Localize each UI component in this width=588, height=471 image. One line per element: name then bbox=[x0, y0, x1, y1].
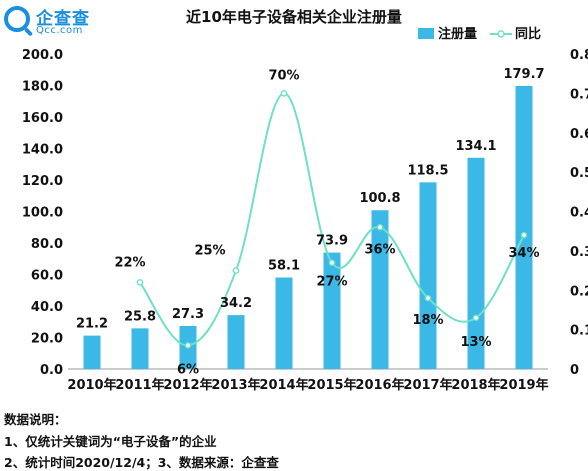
x-tick-label: 2011年 bbox=[115, 377, 164, 393]
bar bbox=[131, 328, 149, 369]
bar-value-label: 118.5 bbox=[407, 163, 448, 178]
bar-value-label: 100.8 bbox=[359, 191, 400, 206]
yoy-value-label: 34% bbox=[508, 246, 539, 261]
yoy-point bbox=[520, 231, 528, 239]
bar-value-label: 25.8 bbox=[124, 309, 156, 324]
yoy-value-label: 6% bbox=[177, 362, 199, 377]
bar-value-label: 58.1 bbox=[268, 258, 300, 273]
bar-value-label: 179.7 bbox=[503, 67, 544, 82]
bar bbox=[227, 315, 245, 369]
notes-line-1: 1、仅统计关键词为“电子设备”的企业 bbox=[4, 434, 217, 449]
y-left-tick-label: 120.0 bbox=[22, 174, 63, 189]
y-right-tick-label: 0.4 bbox=[570, 206, 588, 221]
bar-value-label: 34.2 bbox=[220, 296, 252, 311]
bar bbox=[515, 85, 533, 369]
yoy-value-label: 36% bbox=[364, 242, 395, 257]
notes-heading: 数据说明： bbox=[4, 412, 67, 427]
yoy-point bbox=[472, 314, 480, 322]
brand-logo: 企查查 Qcc.com bbox=[4, 4, 114, 38]
bar bbox=[419, 182, 437, 369]
yoy-value-label: 25% bbox=[194, 244, 225, 259]
yoy-point bbox=[424, 294, 432, 302]
chart-title: 近10年电子设备相关企业注册量 bbox=[186, 8, 402, 26]
yoy-value-label: 70% bbox=[268, 68, 299, 83]
bar-value-label: 27.3 bbox=[172, 307, 204, 322]
notes-line-2: 2、统计时间2020/12/4；3、数据来源：企查查 bbox=[4, 455, 279, 470]
y-left-tick-label: 40.0 bbox=[31, 300, 63, 315]
bar bbox=[323, 252, 341, 369]
bar-value-label: 134.1 bbox=[455, 139, 496, 154]
yoy-point bbox=[232, 267, 240, 274]
bar-value-label: 21.2 bbox=[76, 317, 108, 332]
legend-swatch-bar bbox=[418, 28, 434, 39]
y-left-tick-label: 200.0 bbox=[22, 48, 63, 63]
yoy-value-label: 22% bbox=[114, 255, 145, 270]
y-right-tick-label: 0.8 bbox=[570, 48, 588, 63]
y-right-tick-label: 0.6 bbox=[570, 127, 588, 142]
y-right-tick-label: 0.3 bbox=[570, 245, 588, 260]
x-tick-label: 2012年 bbox=[163, 377, 212, 393]
legend-label-bar: 注册量 bbox=[438, 26, 477, 42]
y-left-tick-label: 80.0 bbox=[31, 237, 63, 252]
y-right-tick-label: 0.1 bbox=[570, 324, 588, 339]
yoy-point bbox=[184, 342, 192, 349]
yoy-value-label: 18% bbox=[412, 313, 443, 328]
yoy-value-label: 13% bbox=[460, 335, 491, 350]
y-right-tick-label: 0.7 bbox=[570, 87, 588, 102]
bar bbox=[467, 157, 485, 369]
yoy-point bbox=[280, 90, 288, 97]
magnifier-icon bbox=[4, 6, 30, 32]
bar bbox=[83, 335, 101, 369]
y-right-tick-label: 0.5 bbox=[570, 166, 588, 181]
bar-value-label: 73.9 bbox=[316, 234, 348, 249]
x-tick-label: 2013年 bbox=[211, 377, 260, 393]
y-right-tick-label: 0.2 bbox=[570, 284, 588, 299]
y-left-tick-label: 60.0 bbox=[31, 269, 63, 284]
legend-label-line: 同比 bbox=[515, 26, 541, 42]
y-left-tick-label: 140.0 bbox=[22, 143, 63, 158]
yoy-point bbox=[328, 259, 336, 266]
yoy-line bbox=[139, 92, 525, 347]
bar bbox=[275, 277, 293, 369]
x-tick-label: 2017年 bbox=[403, 377, 452, 393]
y-right-tick-label: 0 bbox=[570, 363, 579, 378]
x-tick-label: 2018年 bbox=[451, 377, 500, 393]
yoy-point bbox=[376, 223, 384, 231]
x-tick-label: 2010年 bbox=[67, 377, 116, 393]
brand-name: 企查查 bbox=[36, 9, 90, 29]
brand-domain: Qcc.com bbox=[36, 25, 83, 36]
x-tick-label: 2019年 bbox=[499, 377, 548, 393]
x-tick-label: 2016年 bbox=[355, 377, 404, 393]
y-left-tick-label: 20.0 bbox=[31, 332, 63, 347]
legend-marker-line bbox=[497, 30, 505, 38]
y-left-tick-label: 100.0 bbox=[22, 206, 63, 221]
yoy-point bbox=[136, 279, 144, 286]
y-left-tick-label: 0.0 bbox=[40, 363, 63, 378]
chart: 0.0 20.0 40.0 60.0 80.0 100.0 120.0 140.0 160.0 1… bbox=[22, 26, 588, 393]
yoy-value-label: 27% bbox=[316, 275, 347, 290]
x-tick-label: 2015年 bbox=[307, 377, 356, 393]
y-left-tick-label: 160.0 bbox=[22, 111, 63, 126]
bar bbox=[371, 210, 389, 369]
x-tick-label: 2014年 bbox=[259, 377, 308, 393]
y-left-tick-label: 180.0 bbox=[22, 80, 63, 95]
